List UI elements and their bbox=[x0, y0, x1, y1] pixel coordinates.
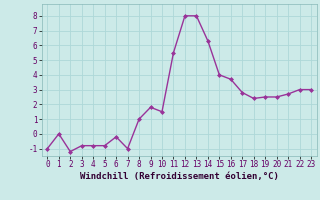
X-axis label: Windchill (Refroidissement éolien,°C): Windchill (Refroidissement éolien,°C) bbox=[80, 172, 279, 181]
